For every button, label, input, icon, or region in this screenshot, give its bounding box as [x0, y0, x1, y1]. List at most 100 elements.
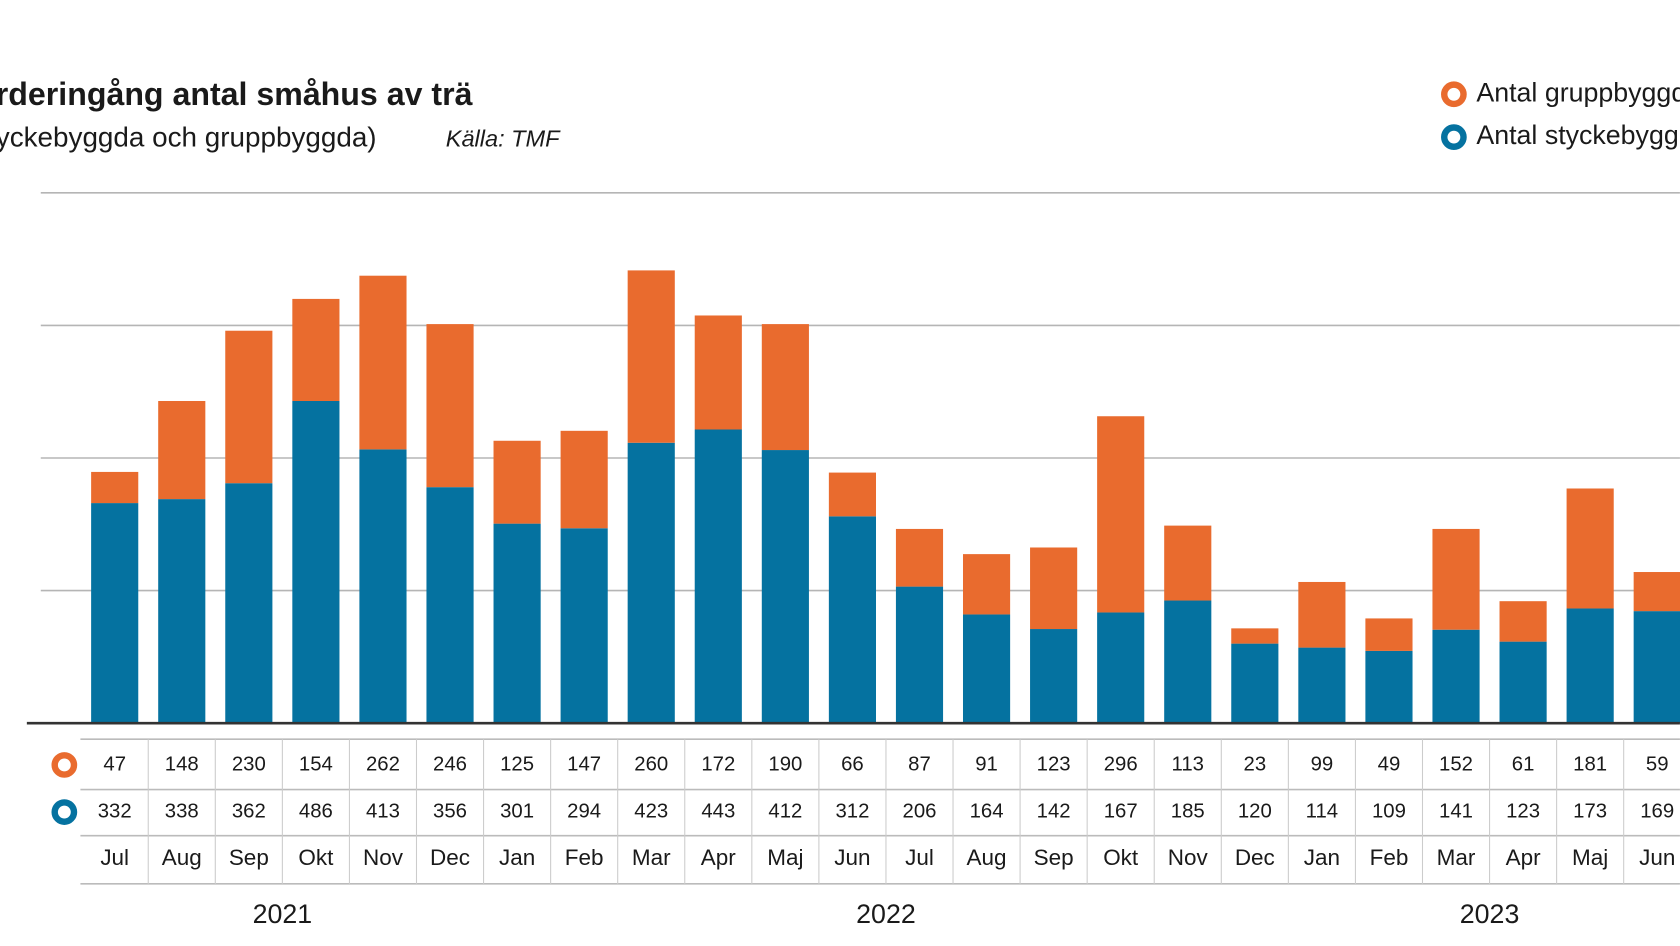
x-tick-label: Maj	[1572, 845, 1608, 870]
legend-label: Antal gruppbyggd	[1476, 77, 1680, 107]
bar-segment	[225, 483, 273, 724]
table-value: 260	[634, 753, 668, 775]
x-tick-label: Jan	[499, 845, 535, 870]
bar-segment	[627, 270, 675, 443]
legend-label: Antal styckebygg	[1476, 120, 1678, 150]
bar-segment	[1030, 629, 1078, 724]
bar-segment	[359, 275, 407, 450]
x-tick-label: Dec	[430, 845, 470, 870]
x-tick-label: Maj	[767, 845, 803, 870]
bar-segment	[1499, 601, 1547, 642]
bar-segment	[292, 400, 340, 724]
table-value: 296	[1104, 753, 1138, 775]
bar-segment	[493, 440, 541, 524]
bar-segment	[1298, 581, 1346, 648]
table-value: 206	[903, 800, 937, 822]
chart-title: rderingång antal småhus av trä	[0, 76, 473, 112]
bar-segment	[1365, 618, 1413, 651]
x-tick-label: Nov	[1168, 845, 1209, 870]
year-label: 2023	[1460, 899, 1520, 929]
row-marker	[51, 799, 78, 825]
table-value: 87	[908, 753, 931, 775]
x-tick-label: Mar	[1437, 845, 1476, 870]
table-value: 356	[433, 800, 467, 822]
bar-segment	[225, 330, 273, 484]
bar-segment	[560, 528, 608, 724]
bar-segment	[359, 449, 407, 724]
bar-segment	[1432, 629, 1480, 724]
bar-segment	[1030, 547, 1078, 630]
table-value: 49	[1378, 753, 1401, 775]
x-tick-label: Jan	[1304, 845, 1340, 870]
table-value: 190	[768, 753, 802, 775]
bar-segment	[1566, 608, 1614, 724]
x-tick-label: Feb	[1370, 845, 1409, 870]
bar-segment	[828, 516, 876, 724]
table-value: 61	[1512, 753, 1535, 775]
bar-segment	[1633, 572, 1680, 612]
bar-segment	[895, 528, 944, 587]
table-value: 294	[567, 800, 601, 822]
table-value: 181	[1573, 753, 1607, 775]
bar-segment	[761, 324, 809, 451]
x-tick-label: Apr	[1506, 845, 1542, 870]
bar-segment	[292, 298, 340, 401]
bar-segment	[1164, 525, 1212, 601]
table-value: 141	[1439, 800, 1473, 822]
legend-marker	[1441, 124, 1467, 150]
table-value: 99	[1311, 753, 1334, 775]
x-tick-label: Jun	[1639, 845, 1675, 870]
x-tick-label: Sep	[1034, 845, 1074, 870]
bar-segment	[1365, 650, 1413, 724]
table-value: 172	[701, 753, 735, 775]
x-tick-label: Jun	[834, 845, 870, 870]
table-value: 169	[1640, 800, 1674, 822]
bar-segment	[1097, 416, 1145, 613]
bar-segment	[627, 442, 675, 724]
bar-segment	[895, 586, 944, 724]
x-tick-label: Feb	[565, 845, 604, 870]
table-value: 125	[500, 753, 534, 775]
bar-segment	[1566, 488, 1614, 609]
x-tick-label: Aug	[967, 845, 1007, 870]
table-value: 230	[232, 753, 266, 775]
table-value: 47	[103, 753, 126, 775]
table-value: 148	[165, 753, 199, 775]
x-tick-label: Mar	[632, 845, 671, 870]
bar-segment	[493, 523, 541, 724]
bar-segment	[1231, 643, 1279, 724]
bar-segment	[828, 472, 876, 517]
bar-segment	[560, 430, 608, 529]
bar-segment	[761, 450, 809, 724]
table-value: 412	[768, 800, 802, 822]
year-label: 2022	[856, 899, 916, 929]
table-value: 262	[366, 753, 400, 775]
table-value: 154	[299, 753, 333, 775]
bar-segment	[426, 324, 474, 488]
x-tick-label: Apr	[701, 845, 737, 870]
bar-segment	[158, 400, 206, 500]
table-value: 113	[1172, 753, 1204, 775]
bar-segment	[1633, 611, 1680, 724]
x-tick-label: Okt	[1103, 845, 1139, 870]
bar-segment	[1164, 600, 1212, 724]
table-value: 413	[366, 800, 400, 822]
table-value: 114	[1306, 800, 1338, 822]
table-value: 109	[1372, 800, 1406, 822]
x-tick-label: Sep	[229, 845, 269, 870]
x-tick-label: Aug	[162, 845, 202, 870]
table-value: 147	[567, 753, 601, 775]
table-value: 246	[433, 753, 467, 775]
table-value: 142	[1037, 800, 1071, 822]
table-value: 23	[1244, 753, 1267, 775]
table-value: 332	[98, 800, 132, 822]
table-value: 167	[1104, 800, 1138, 822]
source: Källa: TMF	[446, 126, 561, 152]
x-tick-label: Jul	[905, 845, 934, 870]
bar-segment	[962, 614, 1011, 724]
table-value: 164	[970, 800, 1004, 822]
table-value: 123	[1037, 753, 1071, 775]
table-value: 152	[1439, 753, 1473, 775]
table-value: 66	[841, 753, 864, 775]
table-value: 123	[1506, 800, 1540, 822]
